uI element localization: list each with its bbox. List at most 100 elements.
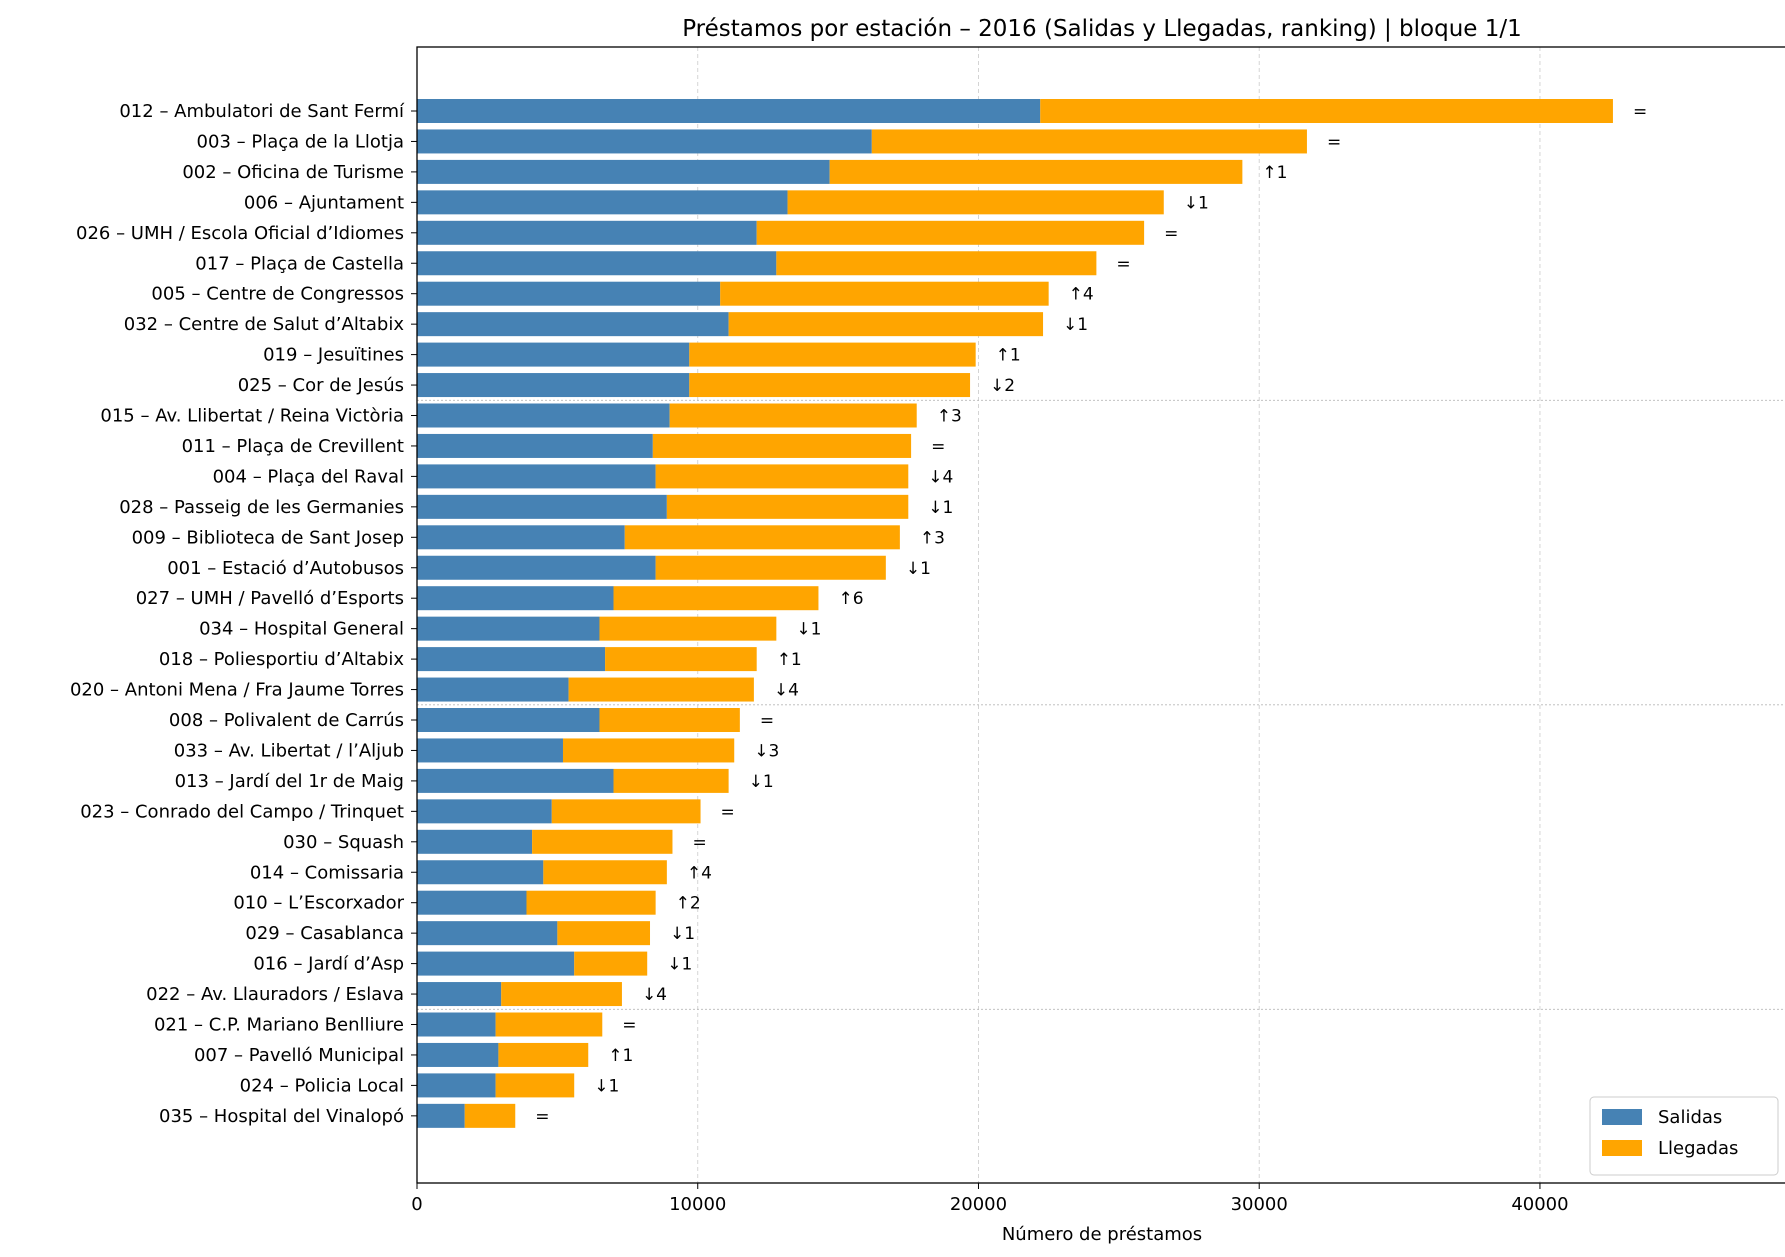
bar-llegadas-22 xyxy=(613,768,729,793)
y-tick-label-17: 034 – Hospital General xyxy=(199,619,404,640)
y-tick-label-26: 010 – L’Escorxador xyxy=(233,893,404,914)
bar-llegadas-0 xyxy=(1040,99,1613,123)
bar-salidas-21 xyxy=(417,738,563,763)
y-tick-label-25: 014 – Comissaria xyxy=(250,862,404,883)
bars xyxy=(417,99,1613,1128)
y-tick-label-28: 016 – Jardí d’Asp xyxy=(253,954,404,975)
y-tick-label-24: 030 – Squash xyxy=(283,832,404,853)
y-tick-label-30: 021 – C.P. Mariano Benlliure xyxy=(154,1015,404,1036)
bar-llegadas-30 xyxy=(495,1012,603,1037)
rank-change-16: ↑6 xyxy=(838,589,863,609)
rank-change-0: = xyxy=(1633,102,1647,122)
bar-llegadas-33 xyxy=(464,1103,516,1128)
y-tick-label-20: 008 – Polivalent de Carrús xyxy=(169,710,404,731)
y-tick-label-13: 028 – Passeig de les Germanies xyxy=(119,497,404,518)
rank-change-7: ↓1 xyxy=(1063,315,1088,335)
y-tick-label-18: 018 – Poliesportiu d’Altabix xyxy=(159,649,404,670)
bar-llegadas-17 xyxy=(599,616,777,641)
y-tick-label-14: 009 – Biblioteca de Sant Josep xyxy=(132,527,404,548)
bar-salidas-17 xyxy=(417,616,600,641)
rank-change-8: ↑1 xyxy=(996,346,1021,366)
bar-salidas-13 xyxy=(417,494,667,519)
rank-change-labels: ==↑1↓1==↑4↓1↑1↓2↑3=↓4↓1↑3↓1↑6↓1↑1↓4=↓3↓1… xyxy=(535,102,1647,1127)
bar-llegadas-7 xyxy=(728,312,1044,337)
rank-change-21: ↓3 xyxy=(754,741,779,761)
y-tick-label-2: 002 – Oficina de Turisme xyxy=(182,162,404,183)
y-tick-label-0: 012 – Ambulatori de Sant Fermí xyxy=(119,101,405,122)
bar-llegadas-10 xyxy=(669,403,917,428)
bar-salidas-26 xyxy=(417,890,527,915)
rank-change-11: = xyxy=(931,437,945,457)
bar-salidas-14 xyxy=(417,525,625,550)
bar-llegadas-20 xyxy=(599,708,740,732)
bar-llegadas-3 xyxy=(787,190,1164,215)
bar-llegadas-13 xyxy=(666,494,909,519)
bar-salidas-31 xyxy=(417,1042,499,1067)
rank-change-22: ↓1 xyxy=(749,772,774,792)
bar-llegadas-28 xyxy=(574,951,648,976)
bar-salidas-29 xyxy=(417,982,502,1007)
bar-salidas-8 xyxy=(417,342,690,367)
bar-llegadas-6 xyxy=(720,281,1049,306)
y-tick-label-3: 006 – Ajuntament xyxy=(244,192,404,213)
x-axis-label: Número de préstamos xyxy=(1002,1224,1202,1245)
y-tick-label-16: 027 – UMH / Pavelló d’Esports xyxy=(136,588,404,609)
bar-salidas-10 xyxy=(417,403,670,428)
rank-change-20: = xyxy=(760,711,774,731)
bar-llegadas-21 xyxy=(562,738,735,763)
rank-change-33: = xyxy=(535,1107,549,1127)
rank-change-5: = xyxy=(1116,254,1130,274)
rank-change-27: ↓1 xyxy=(670,924,695,944)
bar-salidas-0 xyxy=(417,99,1041,123)
y-tick-label-32: 024 – Policia Local xyxy=(240,1075,404,1096)
bar-llegadas-2 xyxy=(829,159,1243,184)
rank-change-19: ↓4 xyxy=(774,681,799,701)
bar-llegadas-14 xyxy=(624,525,900,550)
rank-change-31: ↑1 xyxy=(608,1046,633,1066)
bar-salidas-19 xyxy=(417,677,569,702)
bar-llegadas-18 xyxy=(605,647,757,672)
rank-change-17: ↓1 xyxy=(796,620,821,640)
bar-llegadas-27 xyxy=(557,921,651,946)
y-tick-label-31: 007 – Pavelló Municipal xyxy=(194,1045,404,1066)
grid-lines xyxy=(416,47,1785,1183)
rank-change-25: ↑4 xyxy=(687,863,712,883)
bar-salidas-32 xyxy=(417,1073,496,1098)
bar-salidas-20 xyxy=(417,708,600,732)
rank-change-30: = xyxy=(622,1016,636,1036)
bar-salidas-11 xyxy=(417,433,653,458)
bar-salidas-12 xyxy=(417,464,656,489)
rank-change-26: ↑2 xyxy=(676,894,701,914)
bar-llegadas-12 xyxy=(655,464,909,489)
bar-salidas-18 xyxy=(417,647,606,672)
y-tick-label-23: 023 – Conrado del Campo / Trinquet xyxy=(80,801,404,822)
rank-change-10: ↑3 xyxy=(937,407,962,427)
y-tick-label-5: 017 – Plaça de Castella xyxy=(195,253,404,274)
y-tick-label-6: 005 – Centre de Congressos xyxy=(151,284,404,305)
x-tick-label-3: 30000 xyxy=(1231,1194,1288,1215)
y-tick-label-27: 029 – Casablanca xyxy=(245,923,404,944)
legend-label-1: Llegadas xyxy=(1658,1138,1738,1159)
bar-salidas-33 xyxy=(417,1103,465,1128)
y-tick-label-22: 013 – Jardí del 1r de Maig xyxy=(175,771,404,792)
bar-llegadas-24 xyxy=(532,829,673,854)
bar-salidas-1 xyxy=(417,129,872,154)
rank-change-24: = xyxy=(692,833,706,853)
bar-llegadas-32 xyxy=(495,1073,575,1098)
x-tick-label-2: 20000 xyxy=(950,1194,1007,1215)
bar-salidas-16 xyxy=(417,586,614,611)
legend-swatch-1 xyxy=(1602,1140,1642,1156)
bar-llegadas-25 xyxy=(543,860,667,885)
bar-llegadas-11 xyxy=(652,433,912,458)
bar-llegadas-15 xyxy=(655,555,886,580)
rank-change-6: ↑4 xyxy=(1069,285,1094,305)
bar-llegadas-16 xyxy=(613,586,819,611)
bar-salidas-3 xyxy=(417,190,788,215)
bar-salidas-4 xyxy=(417,220,757,245)
rank-change-28: ↓1 xyxy=(667,955,692,975)
x-tick-label-1: 10000 xyxy=(669,1194,726,1215)
chart-title: Préstamos por estación – 2016 (Salidas y… xyxy=(682,16,1522,42)
rank-change-9: ↓2 xyxy=(990,376,1015,396)
bar-llegadas-31 xyxy=(498,1042,589,1067)
